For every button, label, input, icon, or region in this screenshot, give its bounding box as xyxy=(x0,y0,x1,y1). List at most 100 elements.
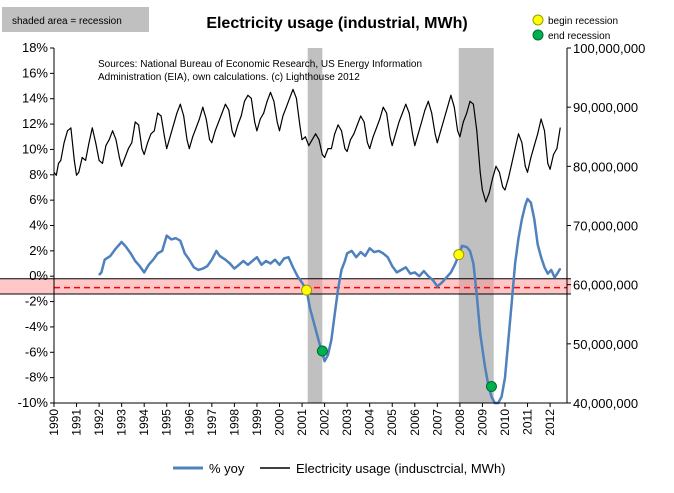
usage-point-141 xyxy=(504,189,506,191)
usage-point-43 xyxy=(188,148,190,150)
yoy-point-14 xyxy=(161,250,163,252)
usage-point-46 xyxy=(198,118,200,120)
usage-point-74 xyxy=(289,97,291,99)
usage-point-104 xyxy=(386,112,388,114)
begin-recession-legend-marker xyxy=(532,14,544,26)
chart-title: Electricity usage (industrial, MWh) xyxy=(206,15,467,32)
usage-point-16 xyxy=(102,162,103,164)
yoy-point-81 xyxy=(445,276,447,279)
yoy-point-24 xyxy=(206,265,208,267)
yoy-point-56 xyxy=(337,288,339,290)
usage-point-76 xyxy=(295,97,297,99)
yoy-point-7 xyxy=(130,252,132,254)
recession-shade-1 xyxy=(458,48,494,403)
usage-point-136 xyxy=(488,192,490,194)
usage-point-147 xyxy=(524,165,526,167)
usage-point-60 xyxy=(244,100,245,102)
yoy-point-114 xyxy=(559,268,561,270)
usage-point-38 xyxy=(173,124,174,126)
yoy-point-40 xyxy=(278,264,281,266)
x-tick-label-9: 1999 xyxy=(250,409,264,436)
usage-point-130 xyxy=(469,100,471,102)
usage-point-13 xyxy=(91,127,93,129)
yoy-point-90 xyxy=(479,332,481,334)
usage-point-145 xyxy=(518,133,519,135)
yoy-point-18 xyxy=(179,240,181,242)
left-tick-label-8: 2% xyxy=(29,243,48,258)
x-tick-label-17: 2007 xyxy=(430,409,444,436)
usage-point-81 xyxy=(311,139,313,141)
x-tick-label-6: 1996 xyxy=(182,409,196,436)
begin-recession-legend-label: begin recession xyxy=(548,16,618,27)
left-tick-label-1: 16% xyxy=(22,65,48,80)
right-tick-label-4: 60,000,000 xyxy=(573,278,638,293)
usage-point-86 xyxy=(327,148,329,150)
yoy-point-45 xyxy=(301,282,303,284)
usage-point-117 xyxy=(427,100,429,102)
usage-point-12 xyxy=(88,142,90,144)
yoy-point-2 xyxy=(104,259,106,261)
yoy-point-80 xyxy=(441,282,443,284)
usage-point-140 xyxy=(502,186,504,188)
usage-point-17 xyxy=(105,145,107,147)
usage-point-29 xyxy=(143,154,145,155)
left-tick-label-2: 14% xyxy=(22,91,48,106)
usage-point-15 xyxy=(98,159,100,161)
x-tick-label-2: 1992 xyxy=(92,409,106,436)
usage-point-115 xyxy=(421,121,423,123)
usage-point-62 xyxy=(250,97,252,99)
usage-point-109 xyxy=(401,112,403,114)
end-recession-marker-1 xyxy=(485,381,497,393)
recession-legend-box xyxy=(2,7,149,32)
usage-point-151 xyxy=(537,133,539,135)
yoy-point-28 xyxy=(224,259,226,261)
yoy-point-44 xyxy=(296,275,299,277)
x-tick-label-7: 1997 xyxy=(205,409,219,436)
usage-point-72 xyxy=(282,115,284,117)
usage-point-134 xyxy=(481,189,483,191)
usage-point-148 xyxy=(527,171,528,173)
usage-point-124 xyxy=(450,94,452,96)
yoy-point-69 xyxy=(391,265,393,267)
usage-point-118 xyxy=(431,112,433,114)
usage-point-103 xyxy=(382,106,384,108)
usage-point-99 xyxy=(369,148,371,150)
yoy-point-65 xyxy=(373,251,375,253)
usage-point-71 xyxy=(279,130,280,132)
usage-point-90 xyxy=(341,130,342,132)
usage-point-23 xyxy=(124,157,126,158)
yoy-point-113 xyxy=(557,271,559,273)
usage-point-135 xyxy=(485,201,487,203)
end-recession-legend-marker xyxy=(532,29,544,41)
usage-point-39 xyxy=(176,112,178,114)
usage-point-9 xyxy=(78,171,80,173)
usage-point-42 xyxy=(186,139,188,141)
yoy-point-32 xyxy=(242,260,244,262)
yoy-point-82 xyxy=(450,271,452,273)
x-tick-label-1: 1991 xyxy=(70,409,84,436)
usage-point-44 xyxy=(192,136,194,138)
yoy-point-52 xyxy=(324,360,326,362)
usage-point-143 xyxy=(511,162,513,164)
usage-point-125 xyxy=(453,106,455,108)
usage-point-154 xyxy=(547,162,549,164)
left-axis-ticks: 18% 16% 14% 12% 10% 8% 6% 4% 2% 0% -2% -4% -6% -8% -10… xyxy=(18,40,54,410)
yoy-point-73 xyxy=(409,273,411,275)
usage-point-69 xyxy=(273,100,275,102)
usage-point-92 xyxy=(346,151,348,152)
x-tick-label-16: 2006 xyxy=(408,409,422,436)
usage-point-133 xyxy=(479,171,481,173)
yoy-point-97 xyxy=(504,377,506,379)
yoy-point-77 xyxy=(427,275,429,277)
usage-point-88 xyxy=(334,133,336,135)
yoy-point-25 xyxy=(211,259,213,261)
usage-point-142 xyxy=(507,177,509,179)
x-tick-label-15: 2005 xyxy=(385,409,399,436)
usage-point-52 xyxy=(218,121,220,123)
yoy-point-63 xyxy=(364,255,366,257)
begin-recession-marker-0 xyxy=(301,284,313,296)
yoy-point-54 xyxy=(330,339,332,341)
yoy-point-55 xyxy=(334,313,336,315)
usage-point-138 xyxy=(495,165,497,167)
